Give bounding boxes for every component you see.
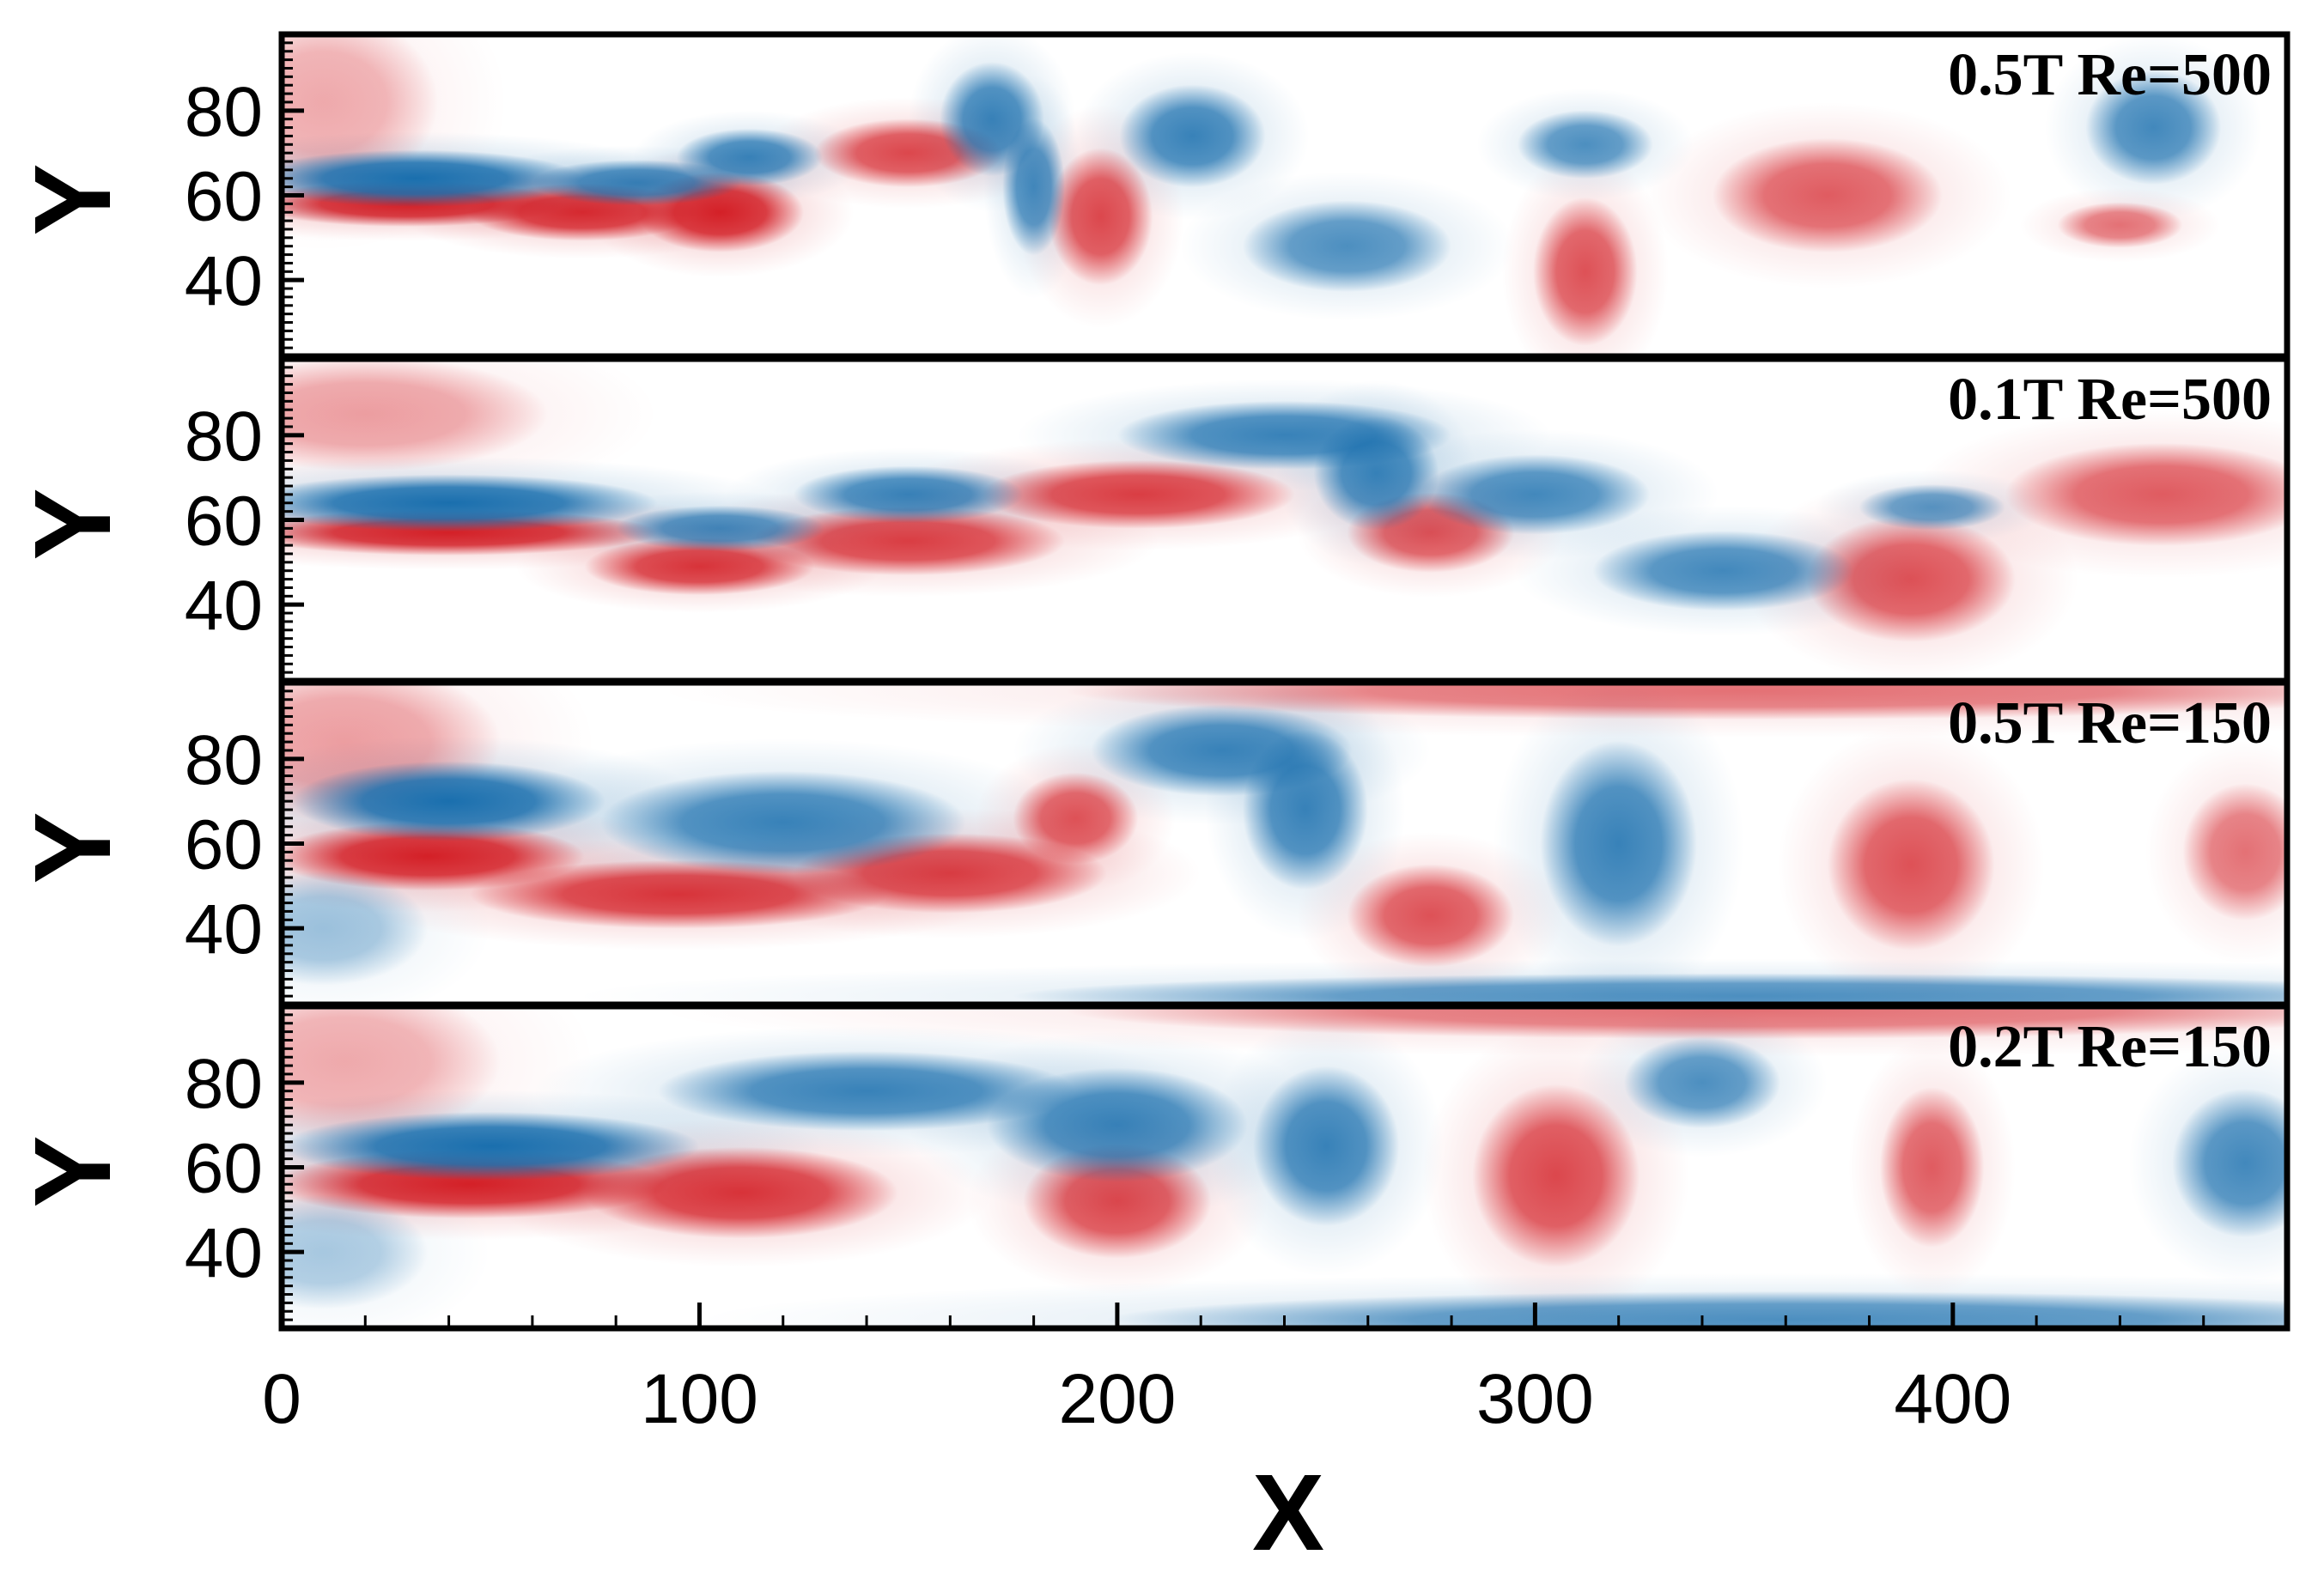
negative-vortex bbox=[657, 1051, 1076, 1132]
positive-vortex bbox=[584, 537, 815, 596]
positive-vortex bbox=[1713, 137, 1943, 253]
negative-vortex bbox=[1253, 1066, 1400, 1227]
y-tick-label: 60 bbox=[185, 158, 263, 236]
positive-vortex bbox=[1472, 1084, 1640, 1267]
negative-vortex bbox=[599, 770, 966, 874]
y-tick-label: 40 bbox=[185, 890, 263, 969]
negative-vortex bbox=[2172, 1088, 2287, 1238]
y-axis-title: Y bbox=[12, 1135, 133, 1207]
negative-vortex bbox=[1859, 484, 2005, 531]
x-tick-label: 0 bbox=[262, 1360, 301, 1438]
y-tick-label: 40 bbox=[185, 567, 263, 645]
y-tick-label: 40 bbox=[185, 242, 263, 320]
y-tick-label: 60 bbox=[185, 483, 263, 561]
positive-vortex bbox=[2005, 442, 2287, 546]
positive-vortex bbox=[1806, 516, 2016, 642]
negative-vortex bbox=[2085, 70, 2222, 185]
negative-vortex bbox=[282, 871, 429, 986]
y-tick-label: 80 bbox=[185, 398, 263, 476]
negative-vortex bbox=[1242, 729, 1368, 890]
panel-label: 0.5T Re=150 bbox=[1948, 690, 2272, 756]
y-tick-label: 60 bbox=[185, 1130, 263, 1208]
negative-vortex bbox=[1002, 118, 1066, 256]
positive-vortex bbox=[1013, 772, 1139, 865]
x-tick-label: 200 bbox=[1059, 1360, 1177, 1438]
positive-vortex bbox=[2057, 202, 2183, 248]
y-tick-label: 80 bbox=[185, 73, 263, 151]
y-axis-title: Y bbox=[12, 163, 133, 235]
negative-vortex bbox=[1106, 1291, 2287, 1328]
y-axis-title: Y bbox=[12, 488, 133, 560]
negative-vortex bbox=[1313, 416, 1439, 531]
positive-vortex bbox=[1879, 1087, 1985, 1248]
negative-vortex bbox=[1592, 531, 1854, 611]
x-tick-label: 400 bbox=[1894, 1360, 2011, 1438]
panel-label: 0.1T Re=500 bbox=[1948, 367, 2272, 433]
positive-vortex bbox=[282, 359, 549, 471]
positive-vortex bbox=[751, 507, 1066, 576]
y-tick-label: 80 bbox=[185, 721, 263, 799]
negative-vortex bbox=[1420, 454, 1651, 535]
positive-vortex bbox=[1347, 864, 1515, 968]
negative-vortex bbox=[793, 465, 1024, 524]
negative-vortex bbox=[1242, 200, 1452, 292]
negative-vortex bbox=[292, 761, 606, 841]
y-tick-label: 60 bbox=[185, 806, 263, 884]
positive-vortex bbox=[1827, 779, 1995, 951]
negative-vortex bbox=[1119, 84, 1266, 188]
negative-vortex bbox=[986, 1067, 1248, 1182]
axes-layer: 0 100 200 300 400 bbox=[262, 1303, 2289, 1438]
positive-vortex bbox=[2182, 783, 2287, 921]
panel-label: 0.5T Re=500 bbox=[1948, 42, 2272, 108]
negative-vortex bbox=[1517, 110, 1653, 179]
positive-vortex bbox=[282, 822, 585, 891]
negative-vortex bbox=[282, 474, 658, 532]
negative-vortex bbox=[282, 1111, 700, 1181]
vorticity-field bbox=[282, 34, 2262, 356]
y-tick-label: 80 bbox=[185, 1045, 263, 1123]
vorticity-field bbox=[282, 359, 2287, 681]
negative-vortex bbox=[1013, 973, 2287, 1005]
y-tick-label: 40 bbox=[185, 1214, 263, 1292]
x-tick-label: 300 bbox=[1476, 1360, 1594, 1438]
x-axis-title: X bbox=[1252, 1452, 1324, 1573]
positive-vortex bbox=[282, 1006, 502, 1142]
y-axis-title: Y bbox=[12, 811, 133, 884]
positive-vortex bbox=[981, 459, 1295, 529]
positive-vortex bbox=[1065, 683, 2287, 720]
negative-vortex bbox=[282, 1194, 429, 1309]
positive-vortex bbox=[1048, 148, 1153, 286]
positive-vortex bbox=[584, 1146, 898, 1239]
negative-vortex bbox=[616, 505, 825, 552]
positive-vortex bbox=[469, 859, 888, 929]
negative-vortex bbox=[1623, 1036, 1781, 1129]
negative-vortex bbox=[282, 149, 583, 208]
vorticity-field bbox=[282, 683, 2287, 1005]
positive-vortex bbox=[1065, 1006, 2287, 1040]
vorticity-field bbox=[282, 1006, 2287, 1328]
x-tick-label: 100 bbox=[641, 1360, 758, 1438]
negative-vortex bbox=[1540, 740, 1697, 947]
panel-label: 0.2T Re=150 bbox=[1948, 1014, 2272, 1080]
negative-vortex bbox=[676, 128, 823, 186]
positive-vortex bbox=[1532, 197, 1638, 346]
